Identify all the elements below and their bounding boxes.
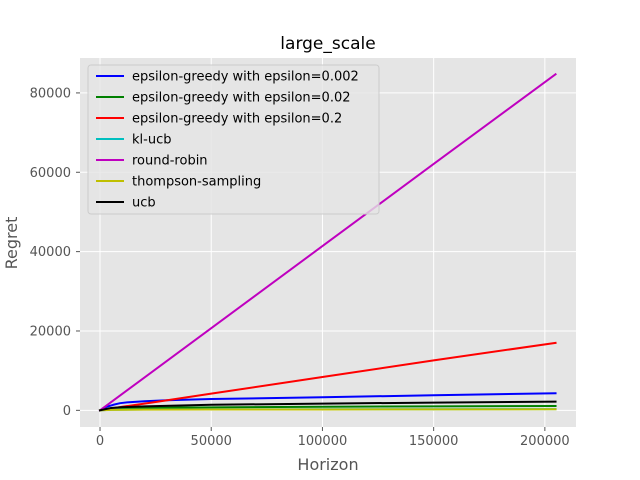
x-tick-label: 100000	[298, 434, 348, 449]
chart-title: large_scale	[280, 34, 375, 54]
legend-label: thompson-sampling	[132, 175, 261, 190]
legend-box	[87, 64, 380, 215]
series-line-thompson-sampling	[98, 408, 557, 412]
legend: epsilon-greedy with epsilon=0.002 epsilon…	[87, 64, 380, 215]
x-axis-label: Horizon	[297, 455, 358, 474]
legend-label: epsilon-greedy with epsilon=0.02	[132, 91, 351, 106]
series-line-epsilon-greedy-with-epsilon-0-002	[98, 392, 557, 412]
series-layer	[98, 72, 557, 412]
x-tick-label: 0	[96, 434, 104, 449]
legend-label: kl-ucb	[132, 133, 171, 148]
x-tick-label: 200000	[520, 434, 570, 449]
y-tick-label: 80000	[30, 86, 71, 101]
y-tick-label: 20000	[30, 324, 71, 339]
y-tick-label: 60000	[30, 166, 71, 181]
tick-layer: 0 50000 100000 150000 200000 0 20000 40000 60000…	[30, 86, 570, 449]
series-line-ucb	[98, 400, 557, 412]
legend-label: epsilon-greedy with epsilon=0.2	[132, 112, 342, 127]
y-axis-label: Regret	[2, 217, 21, 270]
legend-label: round-robin	[132, 154, 208, 169]
series-line-round-robin	[98, 72, 557, 412]
x-tick-label: 150000	[409, 434, 459, 449]
x-tick-label: 50000	[191, 434, 232, 449]
y-tick-label: 0	[63, 404, 71, 419]
y-tick-label: 40000	[30, 245, 71, 260]
legend-label: ucb	[132, 196, 156, 211]
legend-label: epsilon-greedy with epsilon=0.002	[132, 70, 359, 85]
